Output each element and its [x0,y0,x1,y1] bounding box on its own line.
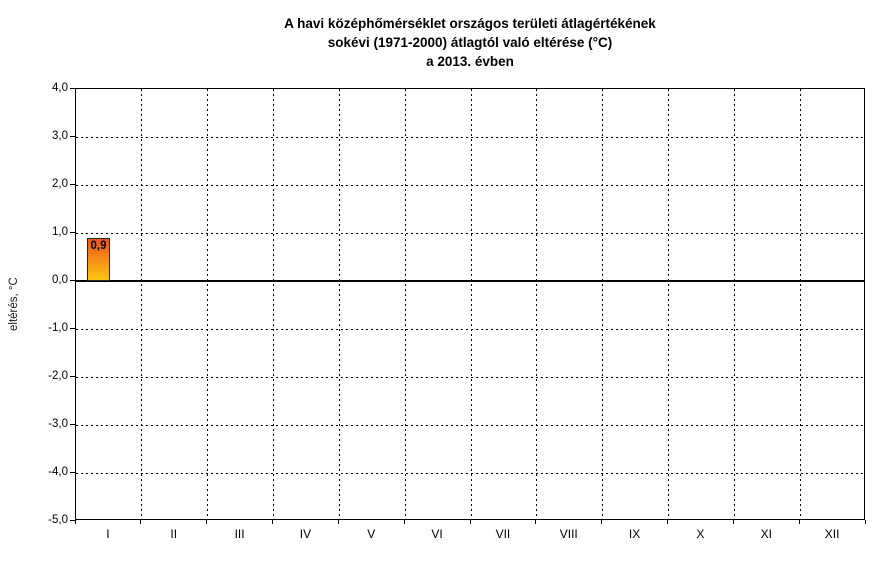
x-axis-tick-label: VI [431,527,443,541]
gridline-horizontal [76,376,864,378]
x-axis-tick-mark [272,520,273,524]
x-axis-tick-label: II [170,527,178,541]
plot-area: 0,9 [75,88,865,520]
bar-I [87,237,110,281]
gridline-vertical [207,89,209,519]
chart-title-line-3: a 2013. évben [426,54,514,69]
y-axis-tick-label: -5,0 [48,514,68,526]
y-axis-tick-label: 1,0 [52,226,68,238]
x-axis-tick-mark [798,520,800,524]
gridline-vertical [733,89,735,519]
y-axis-tick-label: -3,0 [48,418,68,430]
x-axis-tick-mark [667,520,668,524]
chart-title-line-2: sokévi (1971-2000) átlagtól való eltérés… [327,35,613,50]
x-axis-tick-label: VII [495,527,511,541]
x-axis-tick-mark [140,520,142,524]
y-axis-tick-label: 3,0 [52,130,68,142]
y-axis-tick-mark [70,423,75,425]
y-axis-tick-mark [70,231,75,233]
chart-title-line-1: A havi középhőmérséklet országos terület… [284,16,656,31]
x-axis-tick-mark [732,520,734,524]
gridline-vertical [602,89,604,519]
y-axis-tick-mark [70,519,75,521]
y-axis-tick-mark [70,183,75,185]
gridline-vertical [470,89,472,519]
zero-axis-line [76,280,864,282]
gridline-vertical [799,89,801,519]
x-axis-tick-mark [206,520,208,524]
x-axis-tick-mark [601,520,603,524]
gridline-vertical [668,89,669,519]
gridline-horizontal [76,424,864,426]
bar-data-label: 0,9 [90,239,107,252]
x-axis-tick-mark [337,520,339,524]
y-axis-tick-mark [70,327,75,329]
gridline-vertical [404,89,406,519]
x-axis-tick-mark [74,520,76,524]
x-axis-tick-label: III [234,527,245,541]
x-axis-tick-mark [469,520,471,524]
x-axis-tick-label: XII [824,527,840,541]
x-axis-tick-label: X [696,527,705,541]
gridline-vertical [536,89,538,519]
y-axis-tick-mark [70,279,75,281]
chart-title: A havi középhőmérséklet országos terület… [75,14,865,71]
y-axis-tick-mark [70,87,75,89]
x-axis-tick-label: IV [299,527,312,541]
y-axis-tick-label: 0,0 [52,274,68,286]
gridline-vertical [273,89,274,519]
gridline-horizontal [76,136,864,138]
gridline-vertical [338,89,340,519]
y-axis-tick-label: -2,0 [48,370,68,382]
y-axis-tick-label: 4,0 [52,82,68,94]
x-axis-tick-label: V [367,527,376,541]
y-axis-tick-label: -4,0 [48,466,68,478]
gridline-horizontal [76,184,864,186]
x-axis-tick-mark [864,520,866,524]
x-axis-tick-label: XI [760,527,772,541]
gridline-horizontal [76,472,864,474]
x-axis-tick-mark [535,520,537,524]
y-axis-tick-mark [70,471,75,473]
y-axis-tick-label: 2,0 [52,178,68,190]
x-axis-tick-label: VIII [559,527,578,541]
gridline-horizontal [76,232,864,234]
gridline-vertical [141,89,143,519]
gridline-horizontal [76,328,864,330]
y-axis-tick-mark [70,135,75,137]
y-axis-tick-mark [70,375,75,377]
y-axis-tick-label: -1,0 [48,322,68,334]
x-axis-tick-mark [403,520,405,524]
y-axis-title: eltérés, °C [8,277,20,331]
x-axis-tick-label: IX [628,527,641,541]
x-axis-tick-label: I [106,527,110,541]
